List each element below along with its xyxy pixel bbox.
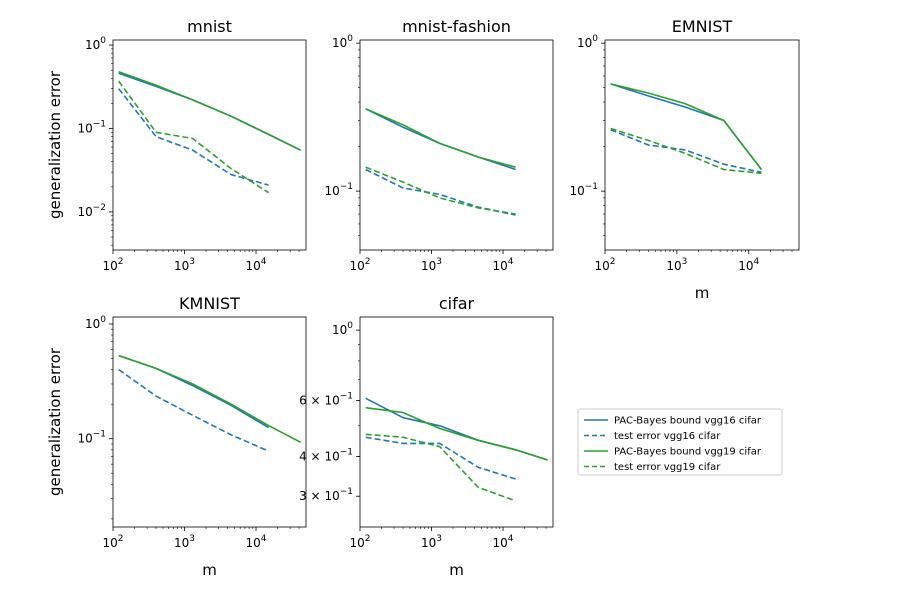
series-line-test-error <box>365 433 516 502</box>
legend-entry: PAC-Bayes bound vgg16 cifar <box>584 416 762 427</box>
series-line-test-error <box>118 368 269 452</box>
series-line-test-error <box>365 436 516 480</box>
subplot-title: KMNIST <box>179 294 240 313</box>
series-group <box>365 108 516 216</box>
x-tick-label: 103 <box>421 534 442 550</box>
series-line-test-error <box>118 80 270 194</box>
x-tick-label: 102 <box>102 534 123 550</box>
plot-frame <box>112 316 307 528</box>
x-axis-label: m <box>695 284 710 302</box>
subplot-title: EMNIST <box>672 17 733 36</box>
y-tick-label: 10−1 <box>324 182 353 198</box>
subplot-title: mnist <box>187 17 232 36</box>
y-axis-label: generalization error <box>46 70 64 219</box>
x-tick-label: 102 <box>102 257 123 273</box>
subplot-emnist: 102 103 104 100 10−1 EMNIST m <box>569 17 800 302</box>
x-tick-label: 102 <box>349 257 370 273</box>
y-tick-label: 6 × 10−1 <box>299 392 353 408</box>
y-tick-label: 100 <box>577 34 598 50</box>
y-tick-label: 3 × 10−1 <box>299 487 353 503</box>
series-line-pac-bayes-bound <box>365 406 548 461</box>
series-line-test-error <box>118 88 269 186</box>
series-group <box>365 397 548 502</box>
plot-frame <box>359 39 554 251</box>
plot-frame <box>604 39 800 251</box>
x-tick-label: 103 <box>421 257 442 273</box>
series-line-pac-bayes-bound <box>365 108 516 168</box>
series-line-pac-bayes-bound <box>118 354 301 444</box>
plot-frame <box>112 39 307 251</box>
series-line-pac-bayes-bound <box>118 70 301 151</box>
x-tick-label: 103 <box>174 534 195 550</box>
legend: PAC-Bayes bound vgg16 cifar test error vg… <box>577 408 783 476</box>
y-axis-label: generalization error <box>46 347 64 496</box>
series-group <box>610 83 763 175</box>
subplot-title: cifar <box>439 294 475 313</box>
legend-frame <box>577 408 783 476</box>
x-tick-label: 102 <box>594 257 615 273</box>
subplot-grid: 102 103 104 100 10−1 10−2 mnist generalization … <box>46 17 800 579</box>
y-tick-label: 10−1 <box>77 430 106 446</box>
x-tick-label: 104 <box>246 534 267 550</box>
series-line-test-error <box>610 128 762 174</box>
legend-label: test error vgg19 cifar <box>614 462 721 473</box>
legend-label: test error vgg16 cifar <box>614 431 721 442</box>
y-tick-label: 100 <box>85 315 106 331</box>
y-tick-label: 10−2 <box>77 203 106 219</box>
y-tick-label: 100 <box>85 36 106 52</box>
y-tick-label: 10−1 <box>569 182 598 198</box>
legend-label: PAC-Bayes bound vgg19 cifar <box>614 447 762 458</box>
y-tick-label: 100 <box>332 321 353 337</box>
y-tick-label: 100 <box>332 34 353 50</box>
series-line-pac-bayes-bound <box>610 83 763 170</box>
x-tick-label: 103 <box>666 257 687 273</box>
legend-entry: test error vgg16 cifar <box>584 431 721 442</box>
series-group <box>118 70 301 194</box>
x-tick-label: 104 <box>493 257 514 273</box>
subplot-title: mnist-fashion <box>402 17 511 36</box>
subplot-cifar: 102 103 104 100 6 × 10−1 4 × 10−1 3 × 10−1 cifa… <box>299 294 554 579</box>
subplot-mnist-fashion: 102 103 104 100 10−1 mnist-fashion <box>324 17 554 273</box>
y-tick-label: 4 × 10−1 <box>299 448 353 464</box>
series-group <box>118 354 301 452</box>
x-tick-label: 104 <box>738 257 759 273</box>
x-tick-label: 103 <box>174 257 195 273</box>
x-tick-label: 104 <box>246 257 267 273</box>
y-tick-label: 10−1 <box>77 120 106 136</box>
series-line-test-error <box>365 168 516 216</box>
legend-entry: test error vgg19 cifar <box>584 462 721 473</box>
x-axis-label: m <box>202 561 217 579</box>
subplot-kmnist: 102 103 104 100 10−1 KMNIST m generalization er… <box>46 294 307 579</box>
legend-entry: PAC-Bayes bound vgg19 cifar <box>584 447 762 458</box>
legend-label: PAC-Bayes bound vgg16 cifar <box>614 416 762 427</box>
x-tick-label: 104 <box>493 534 514 550</box>
subplot-mnist: 102 103 104 100 10−1 10−2 mnist generalization … <box>46 17 307 273</box>
x-axis-label: m <box>449 561 464 579</box>
x-tick-label: 102 <box>349 534 370 550</box>
plot-frame <box>359 316 554 528</box>
